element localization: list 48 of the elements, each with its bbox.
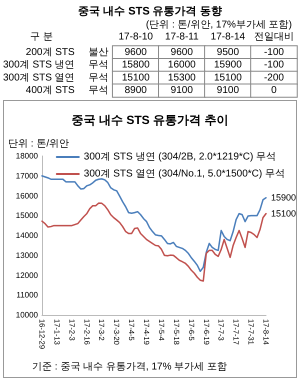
x-tick-label: 17-8-10 bbox=[118, 32, 154, 42]
data-label: 9100 bbox=[216, 85, 240, 96]
data-label: 15900 bbox=[271, 192, 296, 203]
y2-tick-label: 불산 bbox=[88, 46, 109, 58]
data-label: -200 bbox=[264, 72, 284, 84]
y-tick-label: 17000 bbox=[16, 171, 39, 180]
data-label: 8900 bbox=[124, 85, 148, 96]
data-label: 15900 bbox=[214, 60, 242, 71]
text: 기준 : 중국 내수 유통가격, 17% 부가세 포함 bbox=[32, 362, 228, 372]
data-label: 15100 bbox=[271, 208, 296, 219]
data-label: 15800 bbox=[122, 60, 150, 71]
x-tick-label: 17-8-11 bbox=[164, 32, 200, 42]
data-label: 9600 bbox=[170, 46, 194, 58]
y-tick-label: 18000 bbox=[16, 152, 39, 160]
y-tick-label: 10000 bbox=[16, 310, 39, 320]
data-label: -100 bbox=[264, 46, 284, 58]
x-tick-label: 17-8-14 bbox=[210, 32, 246, 42]
y-tick-label: 300계 STS 열연 bbox=[2, 72, 75, 84]
data-label: 16000 bbox=[168, 60, 196, 71]
y-tick-label: 300계 STS 냉연 bbox=[2, 60, 75, 71]
y2-tick-label: 무석 bbox=[88, 72, 109, 84]
y-tick-label: 12000 bbox=[16, 270, 39, 280]
data-label: 15100 bbox=[214, 72, 242, 84]
data-label: 15100 bbox=[122, 72, 150, 84]
y-axis-title: 구 분 bbox=[30, 32, 53, 42]
data-label: 9500 bbox=[216, 46, 240, 58]
line-series bbox=[41, 202, 267, 282]
y-axis-title: 단위 : 톤/위안 bbox=[8, 138, 70, 150]
legend-label: 300계 STS 열연 (304/No.1, 5.0*1500*C) 무석 bbox=[84, 168, 285, 180]
y-tick-label: 200계 STS bbox=[26, 46, 76, 58]
y2-tick-label: 무석 bbox=[88, 85, 109, 96]
data-label: 15300 bbox=[168, 72, 196, 84]
y-tick-label: 14000 bbox=[16, 231, 39, 240]
y-tick-label: 400계 STS bbox=[26, 85, 76, 96]
legend-label: 300계 STS 냉연 (304/2B, 2.0*1219*C) 무석 bbox=[84, 152, 276, 162]
data-label: 9600 bbox=[124, 46, 148, 58]
chart-subtitle: (단위 : 톤/위안, 17%부가세 포함) bbox=[146, 20, 292, 30]
x-tick-label: 전일대비 bbox=[254, 32, 294, 42]
y2-tick-label: 무석 bbox=[88, 60, 109, 71]
data-label: -100 bbox=[264, 60, 284, 71]
y-tick-label: 11000 bbox=[16, 290, 39, 300]
y-tick-label: 15000 bbox=[16, 211, 39, 220]
data-label: 0 bbox=[271, 85, 278, 96]
chart-title: 중국 내수 STS 유통가격 동향 bbox=[78, 6, 222, 18]
y-tick-label: 13000 bbox=[16, 250, 39, 260]
data-label: 9100 bbox=[170, 85, 194, 96]
chart-title: 중국 내수 STS 유통가격 추이 bbox=[72, 113, 228, 127]
y-tick-label: 16000 bbox=[16, 191, 39, 200]
